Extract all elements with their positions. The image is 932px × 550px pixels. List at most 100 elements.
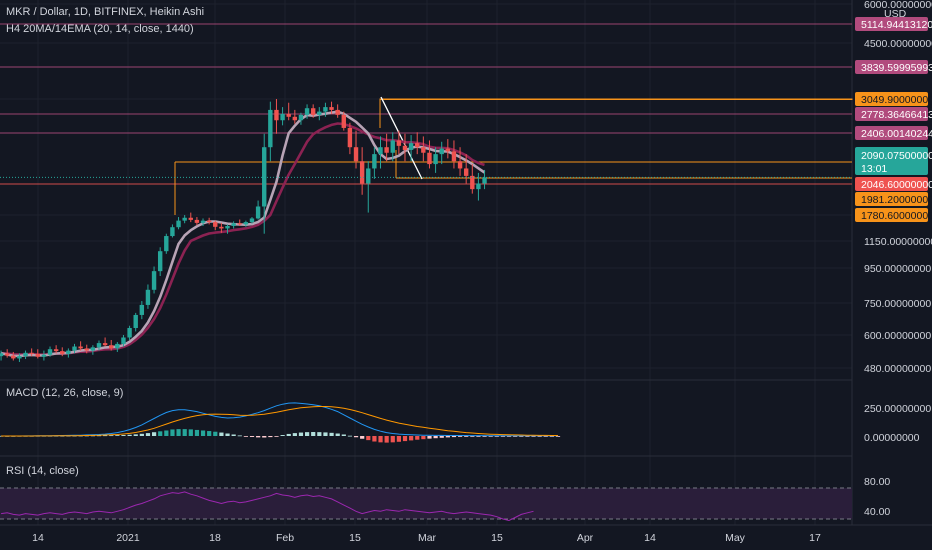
time-tick-label: 2021	[116, 532, 140, 544]
indicator-legend[interactable]: H4 20MA/14EMA (20, 14, close, 1440)	[6, 23, 194, 35]
candle	[335, 104, 340, 118]
candle	[237, 219, 242, 226]
pane-separators	[0, 0, 932, 526]
price-tick-label: 750.00000000	[864, 298, 931, 310]
macd-legend[interactable]: MACD (12, 26, close, 9)	[6, 387, 124, 399]
macd-bar	[439, 436, 444, 438]
candle	[280, 107, 285, 126]
rsi-line	[1, 491, 534, 522]
drawing-tools[interactable]	[174, 96, 853, 215]
rsi-legend[interactable]: RSI (14, close)	[6, 465, 79, 477]
svg-text:3839.59995993: 3839.59995993	[861, 62, 932, 74]
candle	[243, 220, 249, 227]
time-tick-label: Feb	[276, 532, 294, 544]
macd-bar	[451, 436, 457, 438]
macd-bar	[525, 436, 530, 437]
macd-bar	[506, 436, 512, 437]
time-tick-label: Mar	[418, 532, 437, 544]
svg-text:3049.90000000: 3049.90000000	[861, 94, 932, 106]
macd-bar	[170, 429, 175, 436]
svg-text:2046.60000000: 2046.60000000	[861, 179, 932, 191]
candle	[102, 337, 108, 347]
candle	[310, 104, 316, 118]
candle	[329, 101, 334, 114]
macd-bar	[219, 432, 224, 436]
macd-bar	[537, 436, 542, 437]
candle	[90, 345, 96, 355]
macd-bar	[476, 436, 481, 437]
candle	[145, 284, 151, 309]
candle	[445, 139, 451, 159]
price-tick-label: 950.00000000	[864, 263, 931, 275]
candle	[0, 350, 4, 361]
macd-bar	[323, 432, 328, 436]
macd-bar	[409, 436, 414, 441]
macd-bar	[115, 435, 120, 436]
macd-bar	[543, 436, 548, 437]
candle	[78, 341, 83, 351]
candle	[29, 348, 34, 357]
macd-line	[1, 402, 558, 437]
time-tick-label: 14	[32, 532, 44, 544]
macd-bar	[145, 433, 151, 436]
candle	[451, 140, 457, 169]
range-box-upper[interactable]	[379, 98, 853, 100]
level-tag: 5114.94413120	[855, 17, 932, 31]
candle	[225, 224, 230, 234]
macd-bar	[188, 429, 193, 436]
rsi-axis: 80.00 40.00	[864, 476, 890, 518]
candle	[402, 133, 408, 162]
macd-histogram	[0, 429, 561, 443]
macd-bar	[335, 433, 340, 436]
macd-bar	[194, 429, 200, 436]
macd-tick-label: 250.00000000	[864, 403, 931, 415]
candle	[396, 130, 402, 155]
level-tag: 1780.60000000	[855, 208, 932, 222]
candle	[164, 233, 169, 254]
candle	[457, 147, 463, 176]
svg-text:1981.20000000: 1981.20000000	[861, 194, 932, 206]
macd-bar	[152, 432, 157, 436]
level-tag: 3839.59995993	[855, 60, 932, 74]
candle	[298, 112, 304, 125]
candle	[96, 340, 102, 351]
chart-title[interactable]: MKR / Dollar, 1D, BITFINEX, Heikin Ashi	[6, 6, 205, 18]
rsi-series	[1, 491, 534, 522]
macd-bar	[243, 436, 248, 437]
price-tick-label: 6000.00000000	[864, 0, 932, 11]
time-tick-label: 15	[349, 532, 361, 544]
macd-bar	[262, 436, 267, 438]
candle	[157, 247, 163, 277]
macd-bar	[488, 436, 493, 437]
moving-averages	[0, 110, 486, 358]
macd-bar	[390, 436, 395, 443]
macd-bar	[109, 435, 114, 437]
rsi-tick-label: 80.00	[864, 476, 890, 488]
trend-line[interactable]	[380, 96, 423, 180]
candle	[323, 102, 328, 117]
time-tick-label: Apr	[577, 532, 594, 544]
macd-bar	[164, 430, 169, 436]
time-axis[interactable]: 14 2021 18 Feb 15 Mar 15 Apr 14 May 17	[32, 532, 821, 544]
candle	[421, 136, 426, 162]
candle	[53, 345, 59, 354]
macd-bar	[470, 436, 475, 437]
candle	[378, 136, 383, 169]
ma20-line	[0, 110, 486, 358]
level-tag: 3049.90000000	[855, 92, 932, 106]
macd-bar	[347, 435, 353, 437]
candle	[109, 340, 114, 351]
candle	[262, 133, 267, 234]
macd-bar	[427, 436, 432, 439]
price-axis[interactable]: 6000.00000000 4500.00000000 1150.00000000 9…	[864, 0, 932, 375]
candle	[482, 169, 487, 190]
macd-bar	[402, 436, 408, 442]
signal-line	[1, 406, 558, 437]
candle	[347, 122, 353, 155]
candle	[188, 212, 193, 223]
macd-bar	[415, 436, 420, 440]
macd-bar	[311, 432, 316, 436]
macd-bar	[207, 431, 212, 436]
